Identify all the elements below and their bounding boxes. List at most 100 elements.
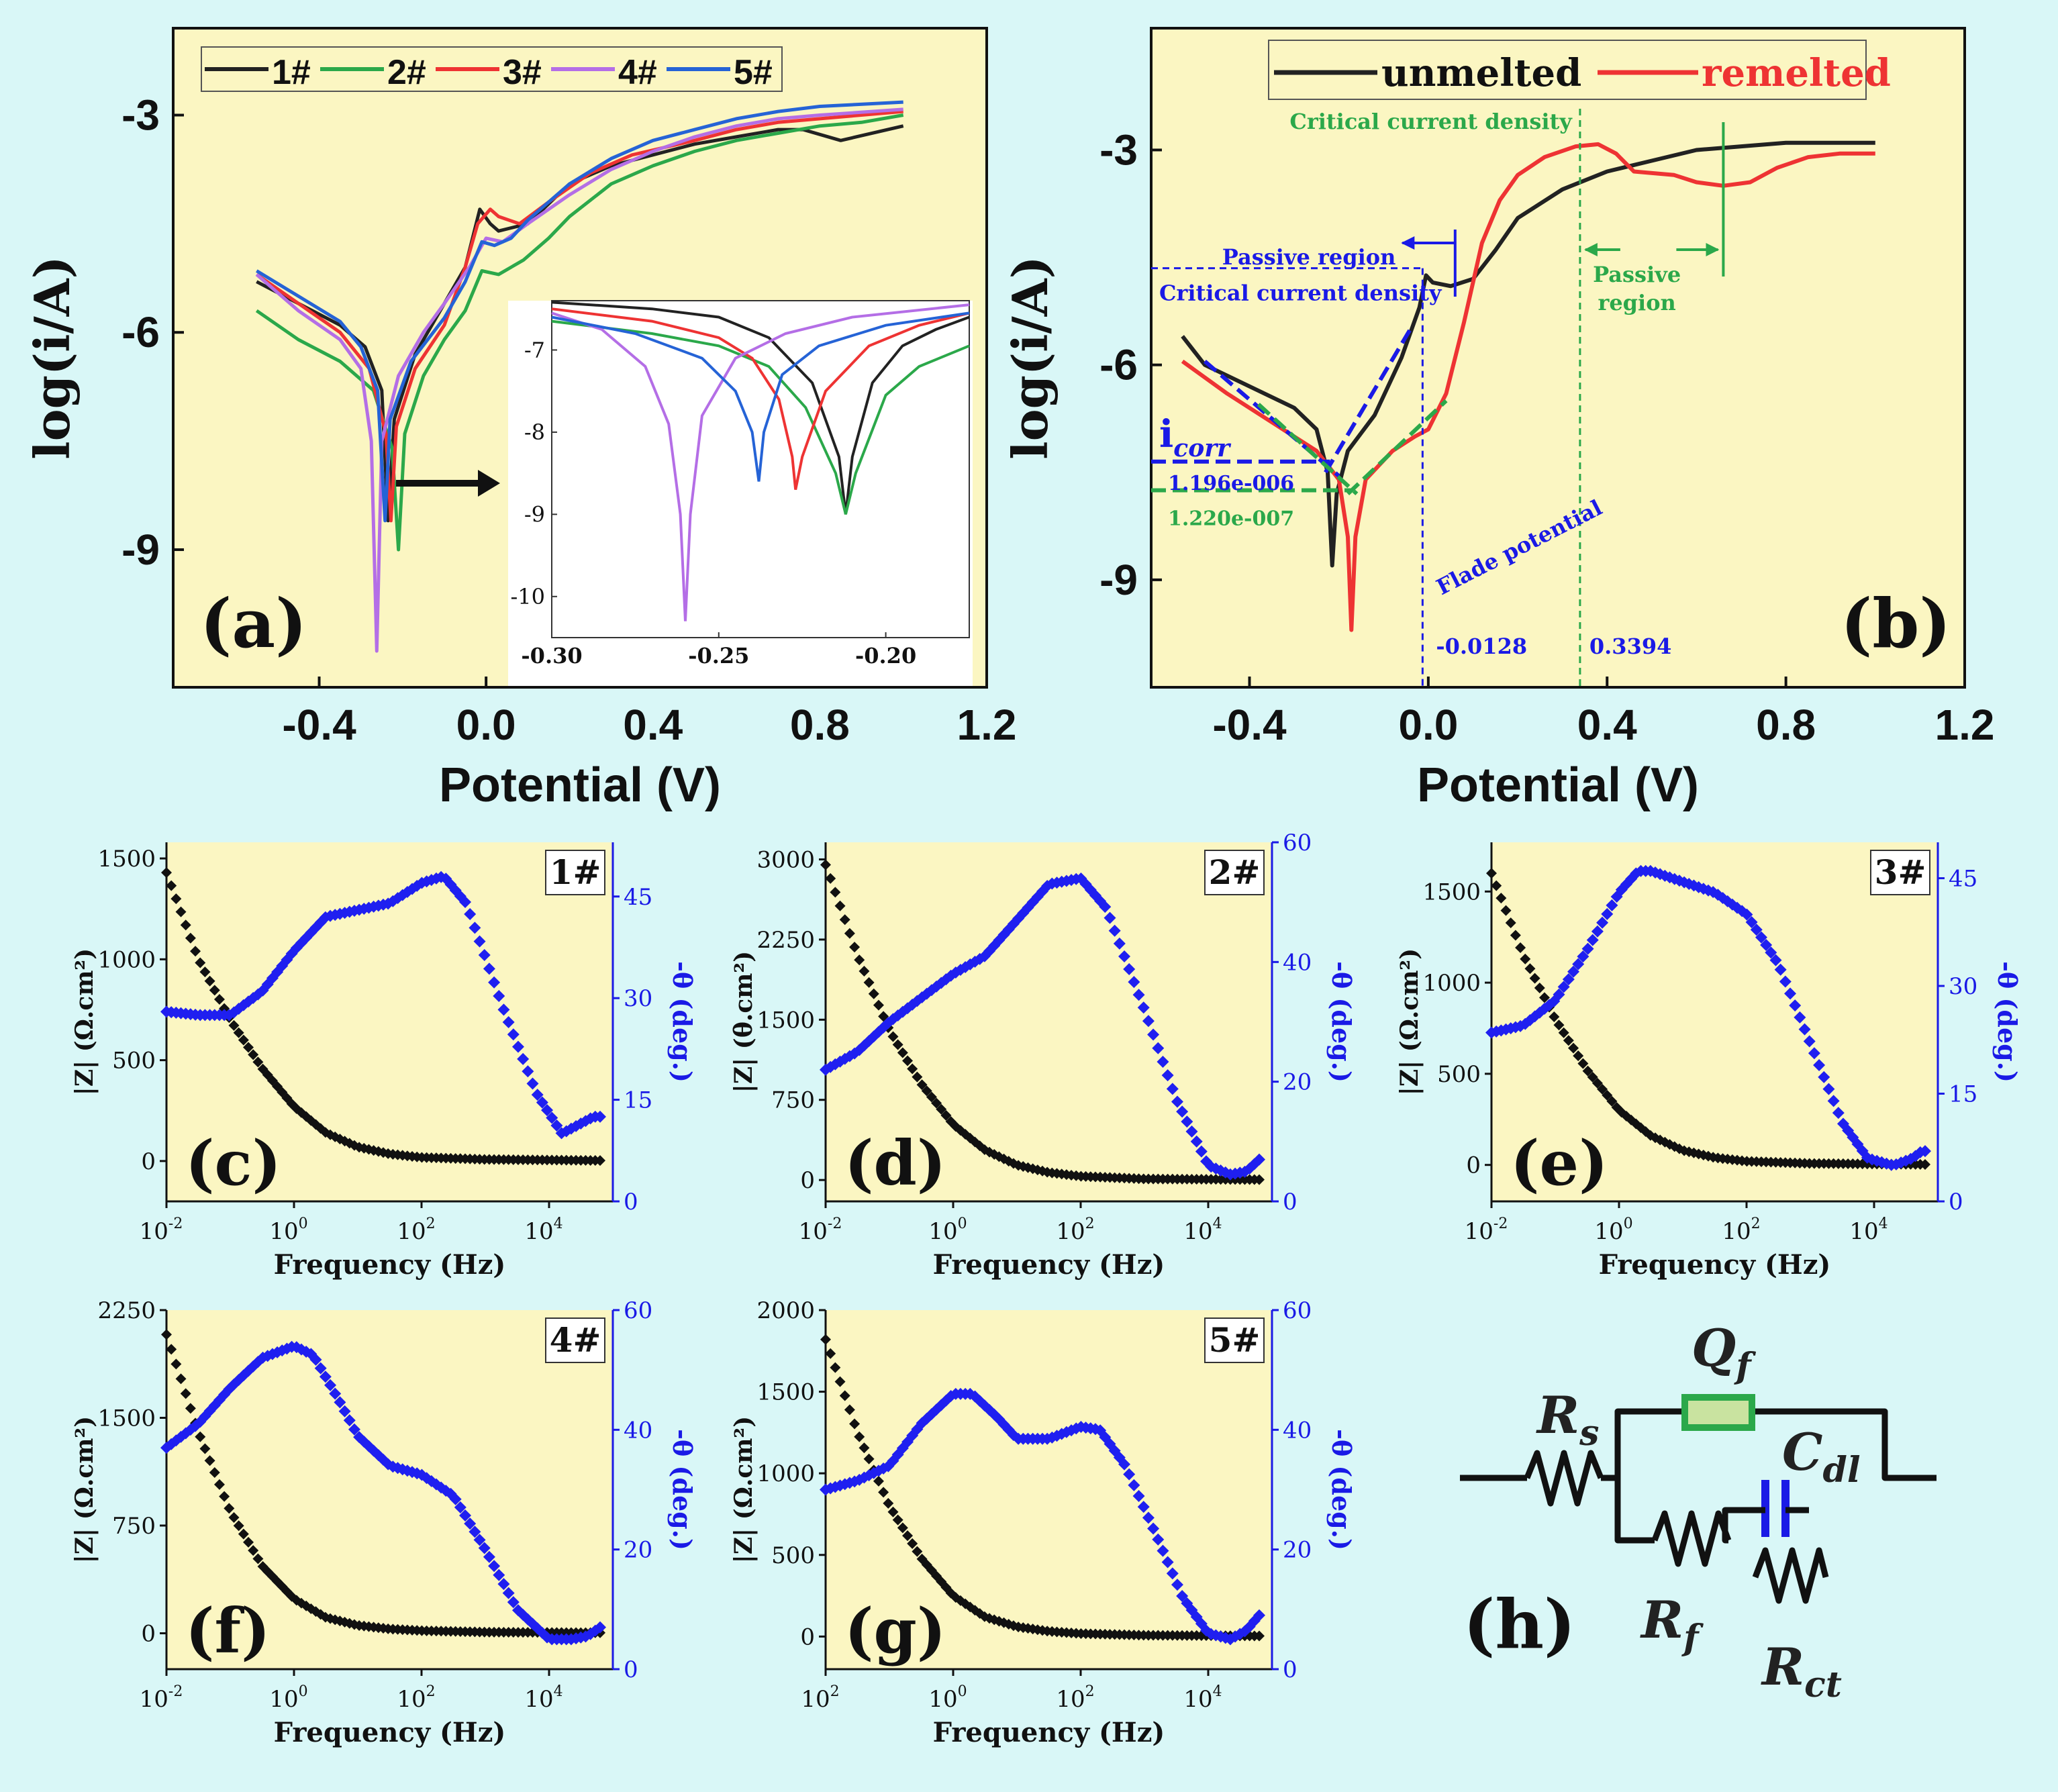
marker-phase bbox=[493, 990, 505, 1003]
y2-tick-label-e: 15 bbox=[1949, 1081, 1977, 1108]
marker-phase bbox=[329, 1387, 342, 1400]
marker-Z bbox=[1486, 868, 1497, 879]
marker-phase bbox=[517, 1052, 530, 1065]
inset-series-line bbox=[551, 303, 970, 621]
marker-phase bbox=[1253, 1153, 1265, 1166]
inset-y-tick-label: -8 bbox=[524, 419, 545, 445]
marker-Z bbox=[912, 1071, 923, 1083]
icorr-label: icorr bbox=[1159, 412, 1232, 462]
panel-label-h: (h) bbox=[1463, 1585, 1575, 1664]
marker-Z bbox=[1534, 982, 1545, 993]
x-tick-label-g: 100 bbox=[928, 1683, 967, 1713]
panel-label-a: (a) bbox=[200, 584, 307, 663]
critical-current-label-unmelted: Critical current density bbox=[1159, 281, 1442, 306]
y-tick-label-a: -9 bbox=[121, 526, 160, 574]
marker-phase bbox=[1128, 1479, 1140, 1491]
marker-Z bbox=[897, 1522, 908, 1534]
y-tick-label-f: 0 bbox=[141, 1621, 156, 1648]
marker-Z bbox=[839, 914, 850, 926]
marker-phase bbox=[1803, 1035, 1816, 1048]
marker-Z bbox=[859, 1442, 870, 1454]
marker-Z bbox=[238, 1034, 249, 1046]
marker-Z bbox=[1538, 992, 1550, 1003]
marker-phase bbox=[1152, 1533, 1165, 1546]
marker-Z bbox=[834, 900, 846, 911]
marker-Z bbox=[863, 977, 875, 988]
critical-current-label-remelted: Critical current density bbox=[1289, 109, 1573, 134]
series-phase-c bbox=[160, 870, 606, 1140]
marker-Z bbox=[204, 975, 215, 987]
y2-tick-label-f: 0 bbox=[624, 1656, 638, 1683]
marker-phase bbox=[1765, 946, 1777, 959]
y-tick-label-e: 1500 bbox=[1422, 879, 1481, 905]
marker-Z bbox=[916, 1079, 928, 1091]
marker-Z bbox=[1577, 1058, 1589, 1069]
marker-Z bbox=[830, 1362, 841, 1373]
marker-phase bbox=[1195, 1145, 1208, 1158]
x-tick-label-d: 104 bbox=[1183, 1215, 1222, 1245]
marker-Z bbox=[252, 1056, 264, 1068]
y2-tick-label-f: 60 bbox=[624, 1297, 652, 1324]
x-tick-label-b: 0.4 bbox=[1577, 701, 1637, 749]
tafel-line-remelted-anodic bbox=[1346, 399, 1448, 495]
x-axis-label-c: Frequency (Hz) bbox=[274, 1249, 506, 1281]
marker-phase bbox=[1606, 899, 1618, 911]
marker-Z bbox=[1553, 1019, 1565, 1031]
circuit-wire-branch bbox=[1601, 1408, 1937, 1481]
passive-region-remelted-label-2: region bbox=[1598, 290, 1675, 315]
marker-Z bbox=[213, 994, 225, 1005]
marker-Z bbox=[1515, 942, 1526, 953]
y-axis-label-a: log(i/A) bbox=[23, 256, 81, 459]
marker-phase bbox=[1118, 950, 1131, 962]
sample-label-box-f bbox=[545, 1317, 605, 1363]
y-tick-label-f: 2250 bbox=[97, 1297, 156, 1324]
y-tick-label-g: 1500 bbox=[756, 1379, 815, 1406]
y-tick-label-c: 500 bbox=[112, 1048, 156, 1075]
marker-Z bbox=[931, 1097, 942, 1109]
marker-phase bbox=[1118, 1458, 1131, 1471]
marker-Z bbox=[238, 1528, 249, 1540]
y-tick-label-b: -3 bbox=[1099, 126, 1138, 174]
marker-phase bbox=[478, 1542, 491, 1554]
y2-tick-label-d: 20 bbox=[1283, 1069, 1312, 1096]
y2-tick-label-e: 0 bbox=[1949, 1189, 1963, 1215]
marker-phase bbox=[469, 1526, 481, 1538]
marker-Z bbox=[243, 1536, 254, 1548]
panel-a: -0.4 0.0 0.4 0.8 1.2 -3 -6 -9 Potential (V) log(i… bbox=[23, 27, 1016, 812]
series-phase-f bbox=[160, 1340, 606, 1646]
marker-phase bbox=[541, 1104, 554, 1117]
marker-Z bbox=[1920, 1158, 1930, 1170]
series-line-b-remelted bbox=[1181, 142, 1875, 632]
marker-phase bbox=[1176, 1590, 1189, 1603]
legend-entry-b: remelted bbox=[1702, 51, 1891, 95]
marker-Z bbox=[907, 1538, 918, 1549]
panel-b: -0.4 0.0 0.4 0.8 1.2 -3 -6 -9 Potential (V) log(i… bbox=[1001, 27, 1994, 812]
series-line-a-1 bbox=[256, 124, 904, 523]
marker-phase bbox=[1818, 1071, 1830, 1083]
marker-phase bbox=[473, 935, 486, 948]
inset-x-tick-label: -0.30 bbox=[521, 643, 582, 668]
legend-entry-a: 5# bbox=[734, 53, 773, 92]
marker-Z bbox=[213, 1479, 225, 1490]
x-tick-label-b: 0.8 bbox=[1756, 701, 1816, 749]
marker-phase bbox=[1142, 1015, 1155, 1028]
marker-phase bbox=[1128, 976, 1140, 989]
inset-y-tick-label: -9 bbox=[524, 501, 545, 527]
marker-phase bbox=[1185, 1125, 1198, 1138]
series-Z-d bbox=[820, 859, 1265, 1185]
series-line-b-unmelted bbox=[1181, 140, 1875, 568]
inset-x-tick-label: -0.25 bbox=[688, 643, 749, 668]
marker-phase bbox=[1750, 924, 1763, 936]
circuit-wire-rc-node bbox=[1722, 1507, 1745, 1544]
y2-tick-label-g: 20 bbox=[1283, 1537, 1312, 1564]
inset-y-tick-label: -7 bbox=[524, 337, 545, 362]
marker-Z bbox=[170, 1358, 182, 1370]
marker-phase bbox=[1745, 915, 1758, 928]
sample-label-box-d bbox=[1204, 850, 1265, 895]
marker-phase bbox=[1798, 1023, 1811, 1036]
y-tick-label-e: 500 bbox=[1437, 1061, 1481, 1088]
marker-phase bbox=[1176, 1105, 1189, 1118]
marker-phase bbox=[338, 1405, 351, 1417]
y-axis-label-e: |Z| (Ω.cm²) bbox=[1395, 948, 1424, 1095]
marker-phase bbox=[449, 1493, 462, 1505]
